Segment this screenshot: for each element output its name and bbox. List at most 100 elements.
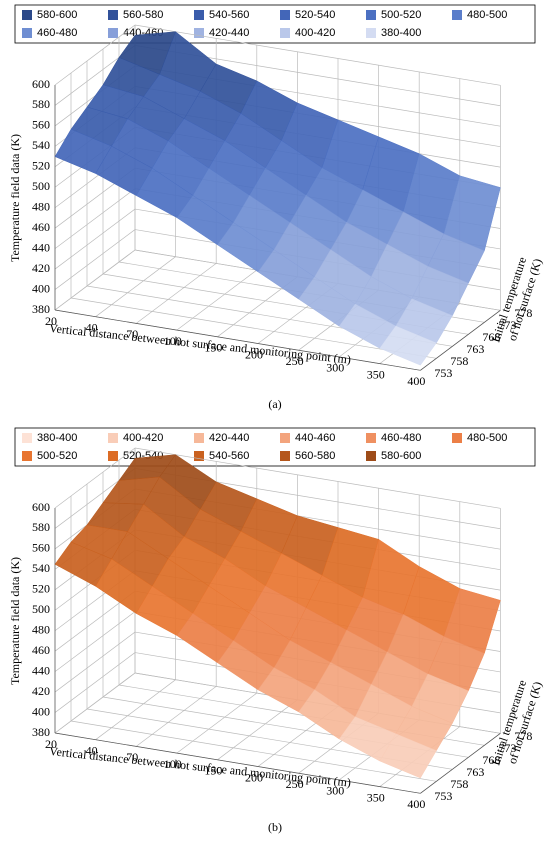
legend-label: 480-500 (467, 432, 507, 444)
grid-line (135, 686, 217, 747)
legend-label: 580-600 (37, 9, 77, 21)
legend: 380-400 400-420 420-440 440-460 460-480 480-5… (14, 427, 536, 467)
legend-swatch (22, 10, 32, 20)
z-tick-label: 380 (32, 302, 50, 316)
z-tick-label: 600 (32, 77, 50, 91)
x-tick-label: 250 (286, 354, 304, 368)
legend-swatch (194, 451, 204, 461)
z-tick-label: 480 (32, 622, 50, 636)
z-tick-label: 480 (32, 199, 50, 213)
x-tick-label: 20 (45, 737, 57, 751)
z-tick-label: 520 (32, 159, 50, 173)
z-tick-label: 460 (32, 220, 50, 234)
grid-line (134, 24, 501, 86)
legend-box (14, 427, 536, 467)
legend-label: 520-540 (295, 9, 335, 21)
grid-line (176, 692, 258, 754)
surface-cell (379, 733, 437, 779)
z-tick-label: 420 (32, 261, 50, 275)
z-tick-label: 500 (32, 602, 50, 616)
legend-swatch (452, 10, 462, 20)
grid-line (70, 720, 437, 782)
y-tick-label: 773 (498, 741, 516, 755)
legend-swatch (22, 451, 32, 461)
y-tick-label: 773 (498, 318, 516, 332)
z-axis-title: Temperature field data (K) (8, 557, 22, 685)
y-tick-label: 753 (434, 366, 452, 380)
legend-swatch (22, 28, 32, 38)
grid-line (54, 249, 136, 311)
z-tick-label: 560 (32, 118, 50, 132)
grid-line (54, 652, 136, 713)
z-tick-label: 600 (32, 500, 50, 514)
legend-label: 580-600 (381, 450, 421, 462)
legend-label: 560-580 (123, 9, 163, 21)
z-tick-label: 520 (32, 582, 50, 596)
axis-line (54, 732, 421, 794)
legend: 580-600 560-580 540-560 520-540 500-520 480-5… (14, 4, 536, 44)
legend-swatch (194, 10, 204, 20)
y-tick-label: 778 (514, 306, 532, 320)
x-axis-title: Vertical distance between hot surface an… (49, 744, 352, 790)
legend-label: 420-440 (209, 432, 249, 444)
x-tick-label: 200 (245, 770, 263, 784)
legend-swatch (366, 451, 376, 461)
grid-line (134, 447, 501, 509)
legend-label: 480-500 (467, 9, 507, 21)
x-tick-label: 70 (126, 750, 138, 764)
x-tick-label: 40 (86, 320, 98, 334)
grid-line (95, 679, 176, 740)
x-tick-label: 400 (407, 797, 425, 811)
z-tick-label: 560 (32, 541, 50, 555)
x-tick-label: 250 (286, 777, 304, 791)
x-tick-label: 350 (367, 367, 385, 381)
z-tick-label: 540 (32, 561, 50, 575)
grid-line (54, 229, 136, 290)
legend-label: 440-460 (295, 432, 335, 444)
legend-swatch (22, 433, 32, 443)
grid-line (135, 263, 217, 324)
legend-label: 560-580 (295, 450, 335, 462)
legend-swatch (366, 433, 376, 443)
legend-swatch (108, 10, 118, 20)
x-tick-label: 300 (326, 361, 344, 375)
x-tick-label: 300 (326, 784, 344, 798)
z-tick-label: 500 (32, 179, 50, 193)
grid-line (70, 297, 437, 359)
y-tick-label: 758 (450, 354, 468, 368)
x-tick-label: 200 (245, 347, 263, 361)
y-tick-label: 763 (466, 765, 484, 779)
legend-label: 500-520 (37, 450, 77, 462)
grid-line (95, 256, 176, 317)
x-tick-label: 70 (126, 327, 138, 341)
axis-line (420, 310, 501, 371)
legend-label: 400-420 (123, 432, 163, 444)
grid-line (54, 672, 136, 734)
legend-label: 500-520 (381, 9, 421, 21)
z-tick-label: 440 (32, 663, 50, 677)
x-tick-label: 100 (164, 334, 182, 348)
grid-line (54, 447, 136, 509)
z-tick-label: 580 (32, 520, 50, 534)
grid-line (54, 631, 136, 693)
x-tick-label: 40 (86, 743, 98, 757)
legend-label: 540-560 (209, 9, 249, 21)
axis-line (420, 733, 501, 794)
caption: (b) (268, 820, 282, 834)
z-tick-label: 540 (32, 138, 50, 152)
legend-swatch (366, 28, 376, 38)
grid-line (54, 24, 136, 86)
y-tick-label: 758 (450, 777, 468, 791)
grid-line (217, 699, 298, 761)
z-axis-title: Temperature field data (K) (8, 134, 22, 262)
legend-swatch (366, 10, 376, 20)
legend-swatch (108, 28, 118, 38)
legend-label: 380-400 (381, 27, 421, 39)
y-tick-label: 778 (514, 729, 532, 743)
x-tick-label: 150 (204, 764, 222, 778)
x-tick-label: 350 (367, 790, 385, 804)
surface-cell (379, 325, 437, 366)
grid-line (54, 188, 136, 249)
legend-label: 400-420 (295, 27, 335, 39)
